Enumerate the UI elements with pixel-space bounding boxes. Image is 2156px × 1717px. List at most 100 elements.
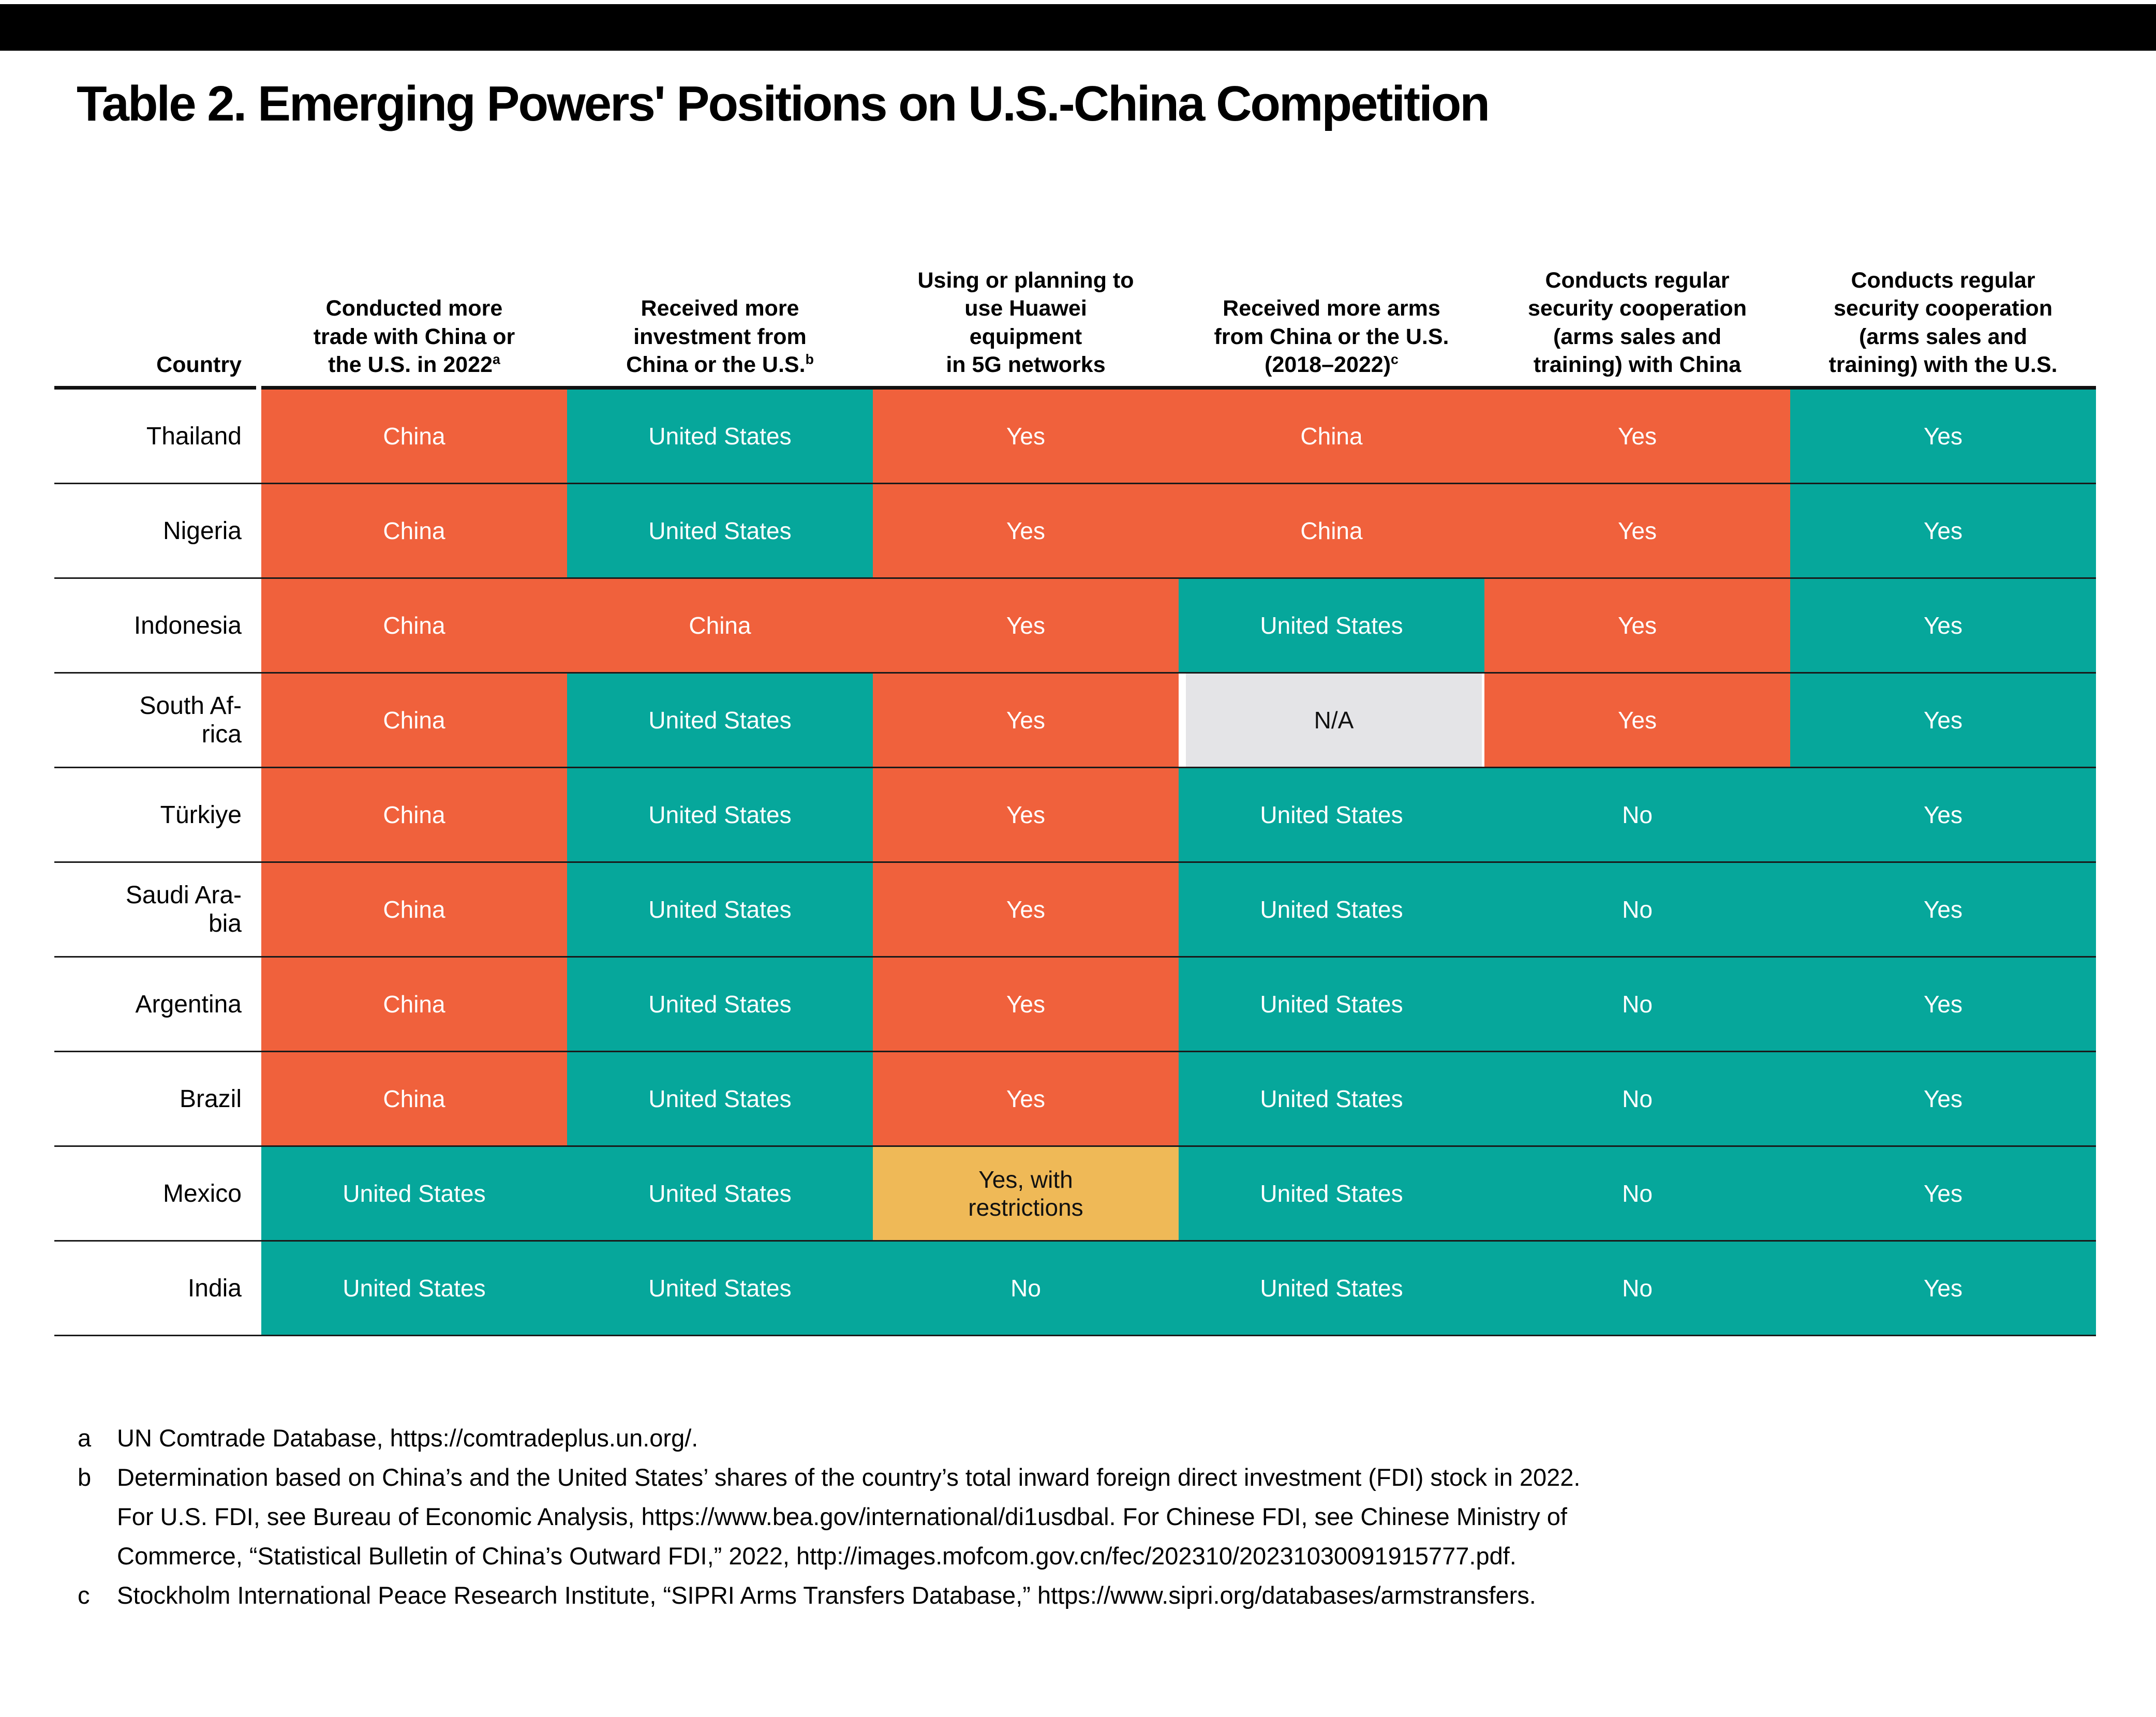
table-row: Mexico United States United States Yes, wit… [54, 1147, 2096, 1242]
top-rule-bar [0, 4, 2156, 51]
table-cell: United States [567, 1052, 873, 1145]
table-cell: United States [567, 768, 873, 861]
table-cell: United States [567, 958, 873, 1051]
table-cell: N/A [1179, 674, 1484, 767]
table-body: Thailand China United States Yes China Yes Yes… [54, 390, 2096, 1336]
table-cell: Yes [1790, 484, 2096, 577]
table-row: South Af- rica China United States Yes N/A Ye… [54, 674, 2096, 768]
country-label: Mexico [162, 1179, 242, 1207]
table-cell: No [1484, 1242, 1790, 1335]
country-label: Argentina [135, 990, 242, 1018]
table-cell: Yes [873, 1052, 1179, 1145]
footnote-ref-a: a [493, 351, 500, 367]
column-header-huawei-5g: Using or planning to use Huawei equipmen… [873, 228, 1179, 390]
table-cell: United States [1179, 1052, 1484, 1145]
table-cell: China [1179, 390, 1484, 483]
table-cell: United States [1179, 1242, 1484, 1335]
table-cell: United States [1179, 863, 1484, 956]
footnote-marker: b [78, 1464, 92, 1491]
country-label: Brazil [179, 1085, 242, 1113]
table-cell: Yes [873, 484, 1179, 577]
table-row: Türkiye China United States Yes United State… [54, 768, 2096, 863]
table-cell: United States [567, 484, 873, 577]
table-cell: No [873, 1242, 1179, 1335]
footnotes: a UN Comtrade Database, https://comtrade… [78, 1419, 1580, 1615]
table-cell: Yes [873, 390, 1179, 483]
footnote-b: b Determination based on China’s and the… [78, 1458, 1580, 1576]
column-header-trade: Conducted more trade with China or the U… [261, 228, 567, 390]
table-cell: China [261, 579, 567, 672]
table-cell: China [261, 768, 567, 861]
table-cell: Yes [873, 863, 1179, 956]
table-cell: China [261, 1052, 567, 1145]
table-cell: China [261, 863, 567, 956]
page-title: Table 2. Emerging Powers' Positions on U… [77, 76, 1490, 131]
column-header-arms: Received more arms from China or the U.S… [1179, 228, 1484, 390]
table-cell: United States [567, 1242, 873, 1335]
country-label: Thailand [146, 422, 242, 450]
table-cell: China [261, 484, 567, 577]
table-cell: Yes [873, 768, 1179, 861]
footnote-ref-b: b [805, 351, 814, 367]
table-cell: United States [1179, 768, 1484, 861]
footnote-text: UN Comtrade Database, https://comtradepl… [117, 1424, 698, 1452]
table-row: Saudi Ara- bia China United States Yes Unite… [54, 863, 2096, 958]
table-cell: Yes [1790, 768, 2096, 861]
footnote-text: Determination based on China’s and the U… [117, 1464, 1581, 1570]
table-cell: United States [567, 863, 873, 956]
column-gap [256, 1242, 261, 1335]
table-row: Brazil China United States Yes United States… [54, 1052, 2096, 1147]
table-cell: Yes [1790, 579, 2096, 672]
table-cell: United States [567, 1147, 873, 1240]
table-row: India United States United States No United … [54, 1242, 2096, 1336]
table-cell: No [1484, 1147, 1790, 1240]
table-cell: United States [1179, 958, 1484, 1051]
table-cell: Yes [1790, 958, 2096, 1051]
table-cell: No [1484, 768, 1790, 861]
table-cell: China [261, 674, 567, 767]
column-gap [256, 579, 261, 672]
country-label: Türkiye [160, 801, 242, 829]
table-cell: United States [261, 1147, 567, 1240]
table-cell: China [567, 579, 873, 672]
country-label: South Af- rica [139, 692, 242, 748]
footnote-a: a UN Comtrade Database, https://comtrade… [78, 1419, 1580, 1458]
table-cell: China [261, 390, 567, 483]
table-cell: United States [1179, 579, 1484, 672]
country-label: Nigeria [162, 517, 242, 545]
table-header-row: Country Conducted more trade with China … [54, 228, 2096, 390]
table-cell: China [1179, 484, 1484, 577]
table-row: Thailand China United States Yes China Yes Yes [54, 390, 2096, 484]
column-gap [256, 958, 261, 1051]
table-cell: Yes [1790, 1052, 2096, 1145]
table-cell: Yes [1484, 579, 1790, 672]
country-label: Saudi Ara- bia [125, 882, 242, 937]
column-header-security-china: Conducts regular security cooperation (a… [1484, 228, 1790, 390]
table: Country Conducted more trade with China … [54, 228, 2096, 1336]
column-header-investment: Received more investment from China or t… [567, 228, 873, 390]
table-cell: Yes [1484, 484, 1790, 577]
table-cell: No [1484, 958, 1790, 1051]
table-cell: Yes [873, 674, 1179, 767]
table-cell: Yes [1790, 390, 2096, 483]
table-cell: United States [567, 674, 873, 767]
table-row: Nigeria China United States Yes China Yes Yes [54, 484, 2096, 579]
table-cell: Yes [1484, 674, 1790, 767]
table-cell: Yes [1484, 390, 1790, 483]
table-cell: Yes [1790, 674, 2096, 767]
footnote-marker: a [78, 1424, 92, 1452]
footnote-marker: c [78, 1581, 90, 1609]
column-gap [256, 1052, 261, 1145]
column-header-security-us: Conducts regular security cooperation (a… [1790, 228, 2096, 390]
table-cell: Yes [873, 579, 1179, 672]
column-header-country: Country [54, 228, 256, 390]
table-cell: No [1484, 863, 1790, 956]
footnote-c: c Stockholm International Peace Research… [78, 1576, 1580, 1615]
table-cell: Yes, with restrictions [873, 1147, 1179, 1240]
country-label: India [187, 1274, 242, 1302]
table-row: Argentina China United States Yes United Sta… [54, 958, 2096, 1052]
column-gap [256, 768, 261, 861]
table-cell: United States [567, 390, 873, 483]
header-gap [256, 228, 261, 390]
